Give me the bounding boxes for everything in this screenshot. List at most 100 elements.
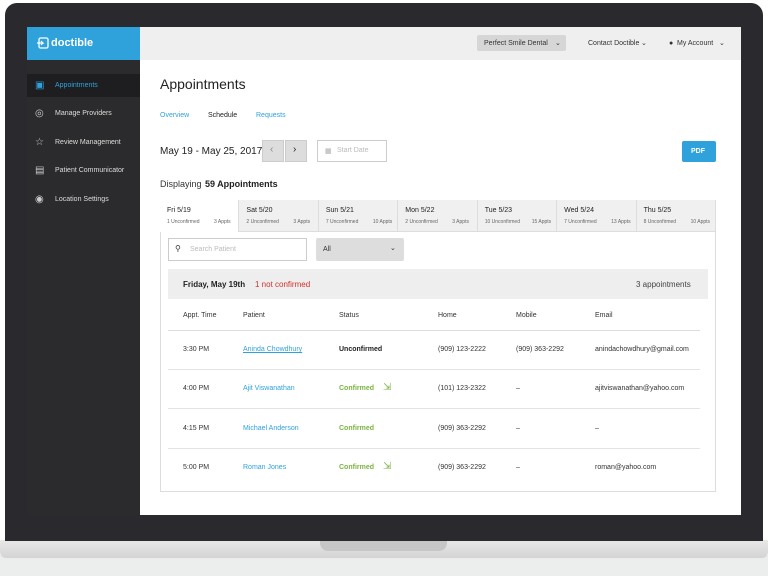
caret: ⌄ bbox=[719, 40, 725, 47]
day-label: Sun 5/21 bbox=[325, 207, 354, 214]
day-appts: 10 Appts bbox=[372, 219, 393, 225]
status: Unconfirmed bbox=[339, 346, 383, 353]
column-header: Mobile bbox=[516, 312, 537, 319]
header-divider bbox=[168, 330, 700, 331]
email: roman@yahoo.com bbox=[595, 463, 657, 471]
prev-icon: ‹ bbox=[270, 144, 274, 155]
search-placeholder: Search Patient bbox=[190, 246, 236, 253]
logo-icon bbox=[37, 37, 49, 49]
nav-icon: ◎ bbox=[35, 108, 44, 119]
logo-bar bbox=[27, 27, 140, 60]
patient-name[interactable]: Roman Jones bbox=[243, 463, 287, 471]
pdf-button[interactable] bbox=[682, 141, 716, 162]
column-header: Email bbox=[595, 312, 613, 319]
day-tab[interactable] bbox=[477, 200, 558, 232]
caret: ⌄ bbox=[390, 245, 396, 252]
group-header bbox=[168, 269, 708, 299]
day-label: Wed 5/24 bbox=[564, 207, 594, 214]
patient-name[interactable]: Ajit Viswanathan bbox=[243, 385, 295, 393]
day-tab[interactable] bbox=[398, 200, 478, 232]
tab[interactable]: Overview bbox=[160, 112, 190, 119]
day-label: Fri 5/19 bbox=[167, 207, 191, 214]
status-select[interactable] bbox=[316, 238, 404, 261]
mobile-phone: – bbox=[516, 385, 520, 393]
appt-time: 4:15 PM bbox=[183, 424, 210, 432]
patient-name[interactable]: Michael Anderson bbox=[243, 424, 299, 432]
start-date-placeholder: Start Date bbox=[337, 147, 369, 154]
group-alert: 1 not confirmed bbox=[255, 280, 311, 289]
day-unconfirmed: 2 Unconfirmed bbox=[246, 219, 279, 225]
tab[interactable]: Requests bbox=[256, 112, 286, 119]
contact[interactable]: Contact Doctible bbox=[588, 40, 640, 47]
day-unconfirmed: 10 Unconfirmed bbox=[484, 219, 520, 225]
home-phone: (909) 363-2292 bbox=[438, 463, 486, 471]
group-date: Friday, May 19th bbox=[183, 280, 246, 289]
group-total: 3 appointments bbox=[636, 280, 691, 289]
home-phone: (101) 123-2322 bbox=[438, 385, 486, 393]
day-unconfirmed: 2 Unconfirmed bbox=[405, 219, 438, 225]
nav-icon: ◉ bbox=[35, 194, 44, 205]
day-appts: 13 Appts bbox=[611, 219, 631, 225]
column-header: Status bbox=[339, 312, 359, 319]
row-divider bbox=[168, 447, 700, 449]
column-header: Home bbox=[438, 312, 457, 319]
day-appts: 3 Appts bbox=[452, 219, 469, 225]
mobile-phone: (909) 363-2292 bbox=[516, 346, 564, 353]
email: ajitviswanathan@yahoo.com bbox=[595, 385, 685, 393]
status: Confirmed bbox=[339, 424, 374, 432]
column-header: Patient bbox=[243, 312, 265, 319]
practice: Perfect Smile Dental bbox=[484, 40, 548, 47]
day-label: Sat 5/20 bbox=[246, 207, 273, 214]
practice-select[interactable] bbox=[477, 35, 566, 51]
day-appts: 15 Appts bbox=[531, 219, 552, 225]
start-date-input[interactable] bbox=[317, 140, 387, 162]
day-appts: 3 Appts bbox=[293, 219, 311, 225]
nav-item[interactable]: Location Settings bbox=[55, 196, 109, 203]
day-tab[interactable] bbox=[557, 200, 637, 232]
next-icon: › bbox=[293, 144, 297, 155]
nav-item[interactable]: Appointments bbox=[55, 82, 98, 89]
tab-active[interactable]: Schedule bbox=[208, 112, 238, 119]
day-label: Tue 5/23 bbox=[484, 207, 513, 214]
caret: ⌄ bbox=[641, 40, 647, 47]
day-unconfirmed: 1 Unconfirmed bbox=[167, 219, 200, 225]
day-label: Mon 5/22 bbox=[405, 207, 435, 214]
day-tab[interactable] bbox=[239, 200, 319, 232]
status-icon[interactable]: ⇲ bbox=[383, 460, 392, 472]
day-tab[interactable] bbox=[636, 200, 716, 232]
appointment-count: 59 Appointments bbox=[205, 179, 278, 189]
day-unconfirmed: 7 Unconfirmed bbox=[564, 219, 597, 225]
email: anindachowdhury@gmail.com bbox=[595, 346, 689, 353]
patient-name[interactable]: Aninda Chowdhury bbox=[243, 346, 303, 353]
brand[interactable]: doctible bbox=[51, 37, 94, 49]
nav-item[interactable]: Manage Providers bbox=[55, 110, 112, 117]
email: – bbox=[595, 424, 599, 432]
page-title: Appointments bbox=[160, 76, 246, 92]
day-label: Thu 5/25 bbox=[643, 207, 672, 214]
nav-icon: ☆ bbox=[35, 137, 44, 148]
status-icon[interactable]: ⇲ bbox=[383, 382, 392, 394]
day-tab[interactable] bbox=[318, 200, 399, 232]
nav-item[interactable]: Review Management bbox=[55, 139, 121, 146]
nav-item[interactable]: Patient Communicator bbox=[55, 167, 125, 174]
nav-active bbox=[27, 74, 140, 97]
date-range: May 19 - May 25, 2017 bbox=[160, 146, 263, 157]
status: Confirmed bbox=[339, 463, 374, 471]
column-header: Appt. Time bbox=[183, 312, 217, 319]
displaying: Displaying bbox=[160, 179, 202, 189]
search-input[interactable] bbox=[168, 238, 307, 261]
nav-icon: ▣ bbox=[35, 80, 45, 91]
pdf-label: PDF bbox=[691, 148, 705, 155]
status-filter: All bbox=[323, 246, 331, 253]
calendar-icon: ▦ bbox=[325, 148, 332, 155]
day-unconfirmed: 8 Unconfirmed bbox=[643, 219, 677, 225]
day-tab[interactable] bbox=[160, 200, 240, 232]
day-unconfirmed: 7 Unconfirmed bbox=[325, 219, 359, 225]
account[interactable]: My Account bbox=[677, 40, 714, 47]
home-phone: (909) 363-2292 bbox=[438, 424, 486, 432]
mobile-phone: – bbox=[516, 424, 520, 432]
next-button[interactable] bbox=[285, 140, 307, 162]
home-phone: (909) 123-2222 bbox=[438, 346, 486, 353]
prev-button[interactable] bbox=[262, 140, 284, 162]
